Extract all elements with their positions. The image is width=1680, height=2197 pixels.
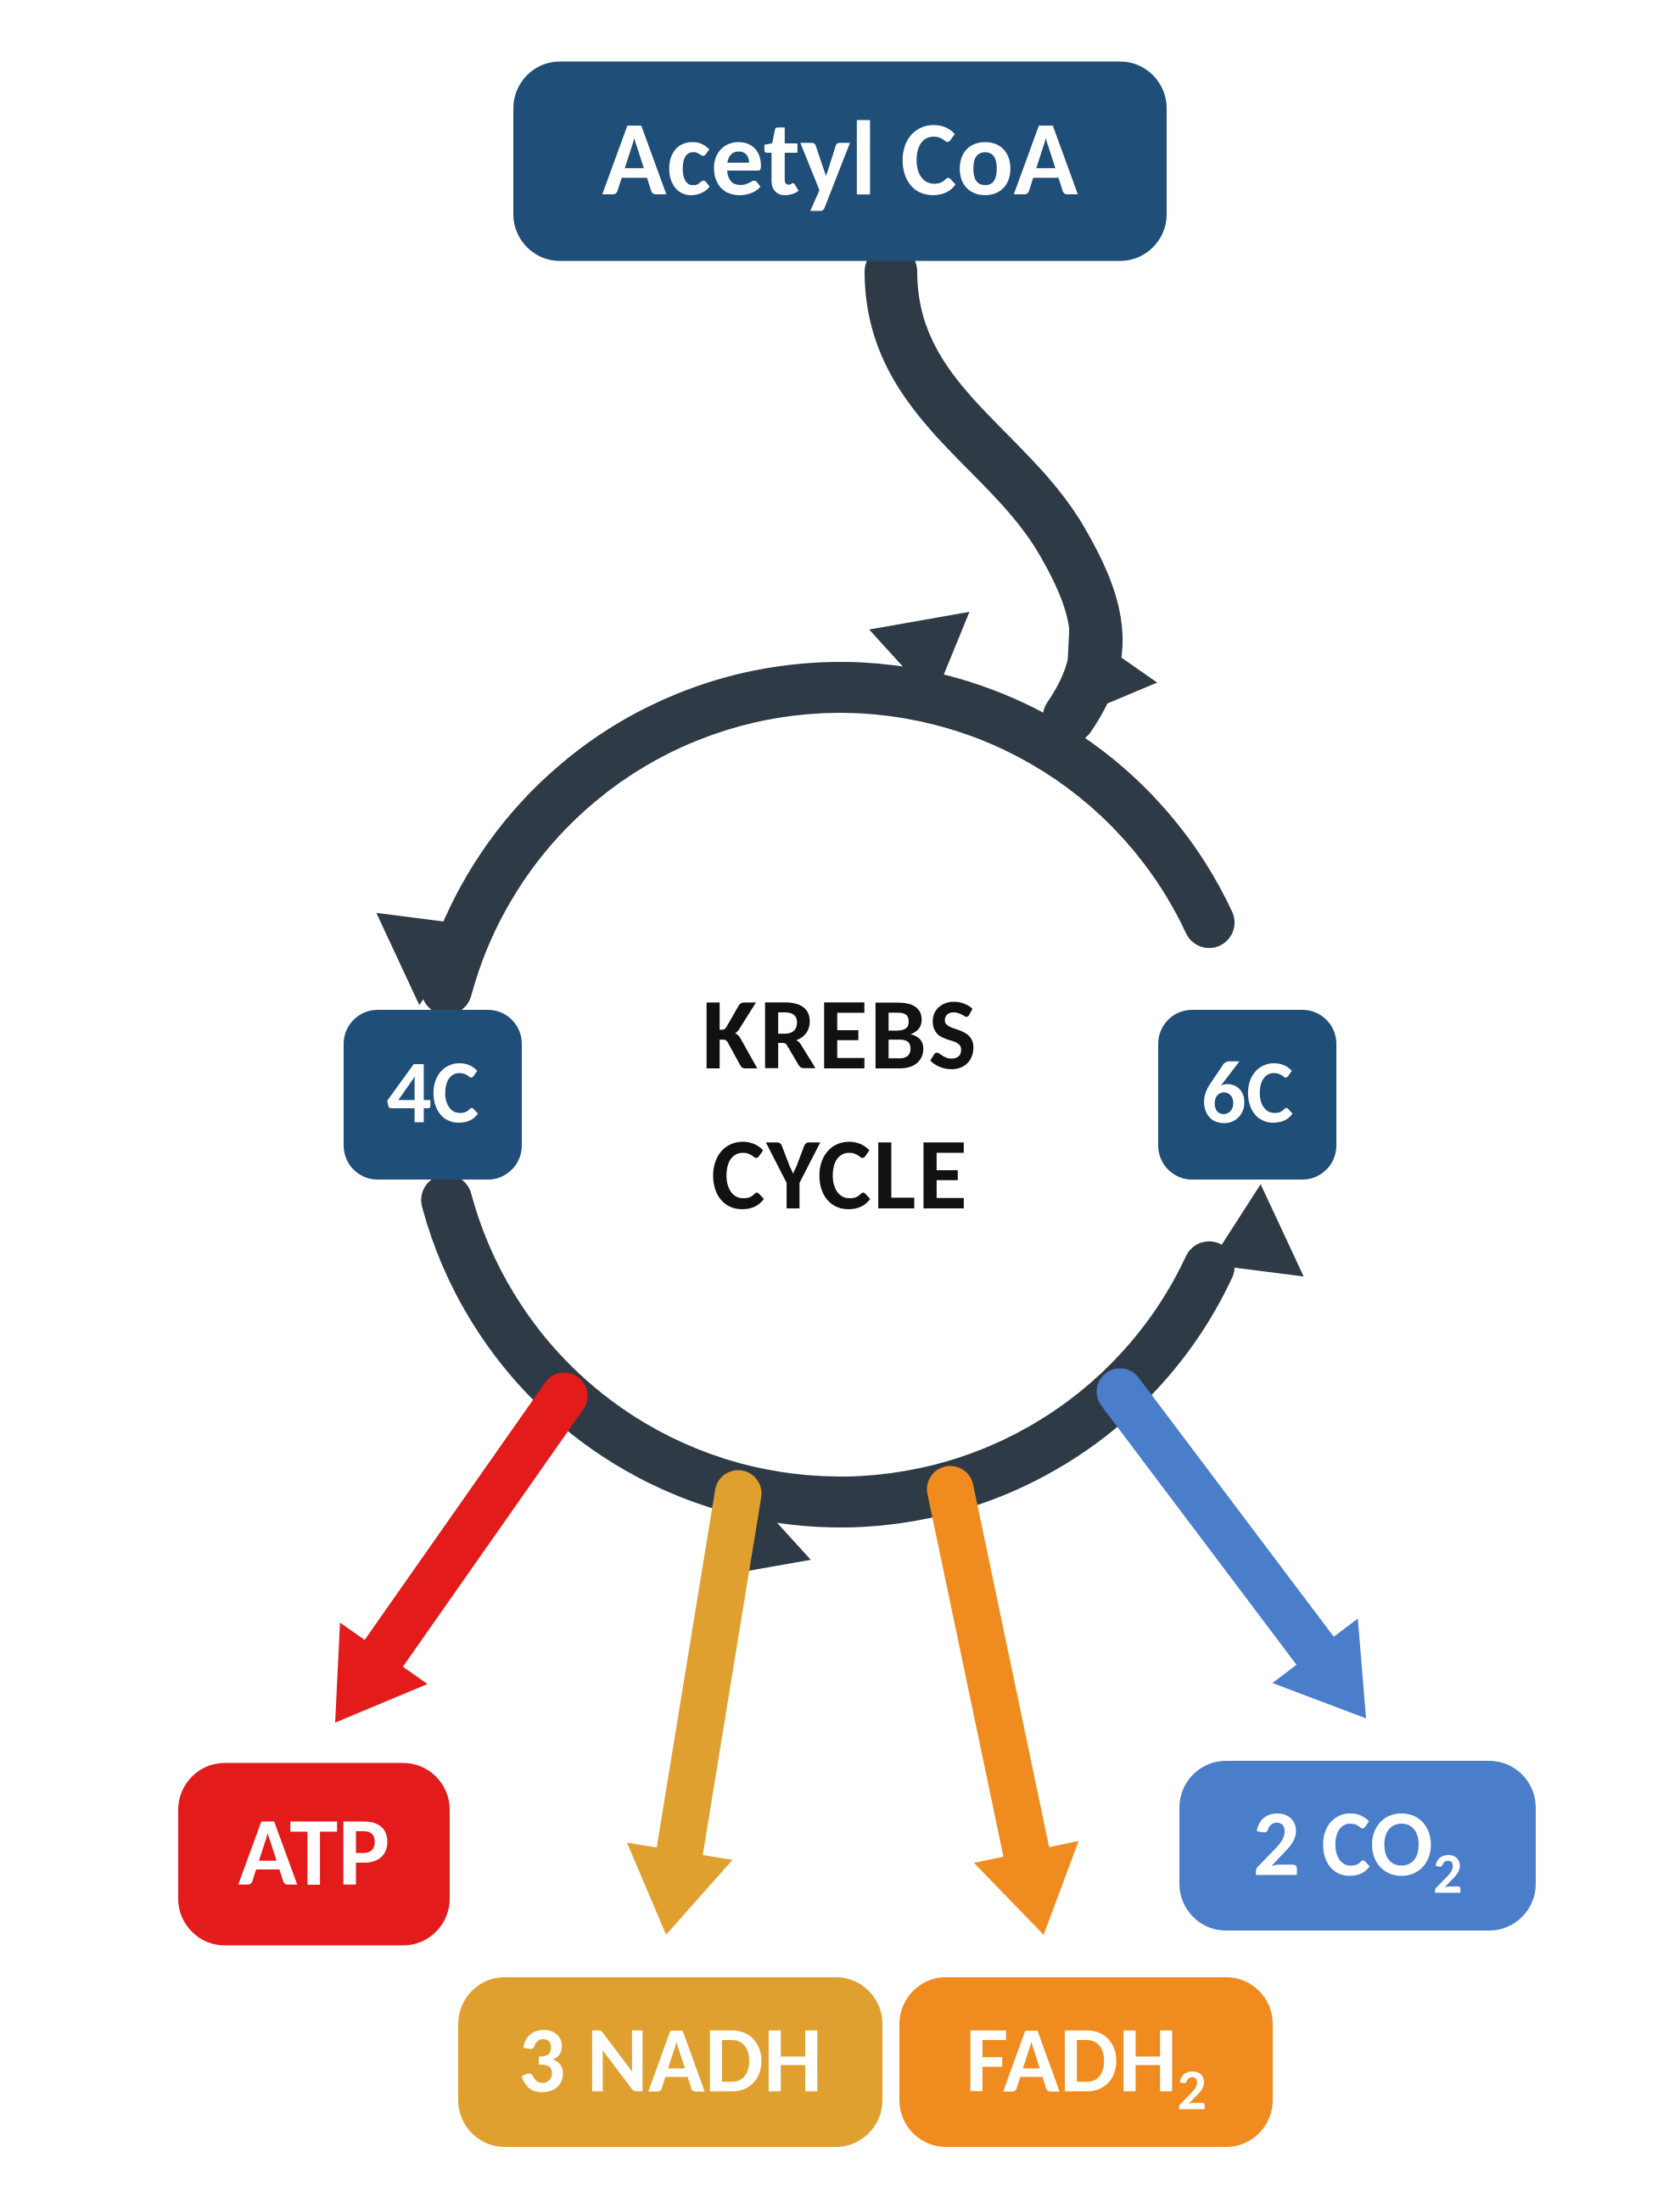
fadh-arrow bbox=[950, 1489, 1031, 1875]
node-6c-label: 6C bbox=[1201, 1039, 1294, 1147]
cycle-arc-1 bbox=[446, 1200, 1209, 1502]
box-co2-label: 2 CO2 bbox=[1253, 1785, 1463, 1908]
box-atp-label: ATP bbox=[238, 1792, 390, 1911]
box-nadh-label: 3 NADH bbox=[518, 2002, 822, 2116]
cycle-title-2: CYCLE bbox=[711, 1113, 969, 1236]
box-acetyl-coa-label: Acetyl CoA bbox=[602, 93, 1078, 223]
node-4c-label: 4C bbox=[387, 1039, 479, 1147]
box-fadh2-label: FADH2 bbox=[966, 2002, 1207, 2125]
krebs-cycle-diagram: KREBS CYCLE 4C 6C Acetyl CoA ATP 3 NADH FADH2 2 … bbox=[0, 0, 1680, 2197]
atp-arrow bbox=[370, 1396, 564, 1673]
cycle-title-1: KREBS bbox=[702, 972, 978, 1096]
co2-arrow bbox=[1120, 1392, 1330, 1670]
nadh-arrow bbox=[675, 1494, 738, 1875]
cycle-arc-0 bbox=[446, 687, 1209, 989]
